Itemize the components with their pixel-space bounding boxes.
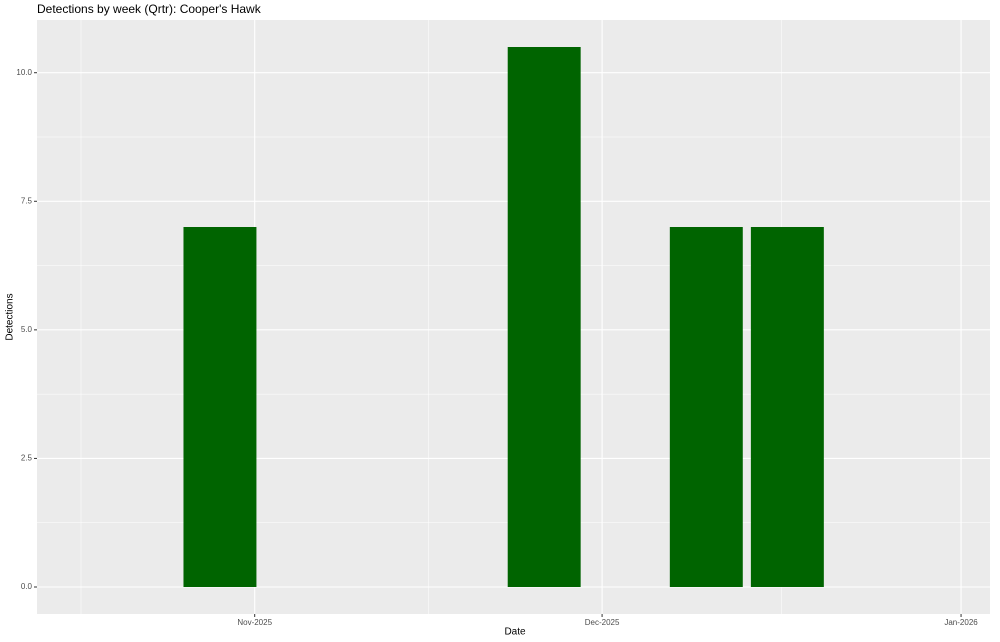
x-tick-label: Dec-2025 bbox=[585, 618, 620, 627]
y-tick-label: 2.5 bbox=[21, 454, 33, 463]
y-tick-label: 5.0 bbox=[21, 325, 33, 334]
y-axis-title: Detections bbox=[5, 293, 16, 340]
bar bbox=[669, 227, 743, 587]
y-tick-label: 0.0 bbox=[21, 582, 33, 591]
chart-title: Detections by week (Qrtr): Cooper's Hawk bbox=[37, 2, 262, 16]
x-tick-label: Jan-2026 bbox=[944, 618, 978, 627]
y-tick-label: 7.5 bbox=[21, 196, 33, 205]
x-axis-title: Date bbox=[504, 627, 526, 638]
x-tick-label: Nov-2025 bbox=[237, 618, 272, 627]
y-tick-label: 10.0 bbox=[16, 68, 32, 77]
bar bbox=[507, 47, 581, 587]
bar bbox=[183, 227, 257, 587]
bar bbox=[750, 227, 824, 587]
